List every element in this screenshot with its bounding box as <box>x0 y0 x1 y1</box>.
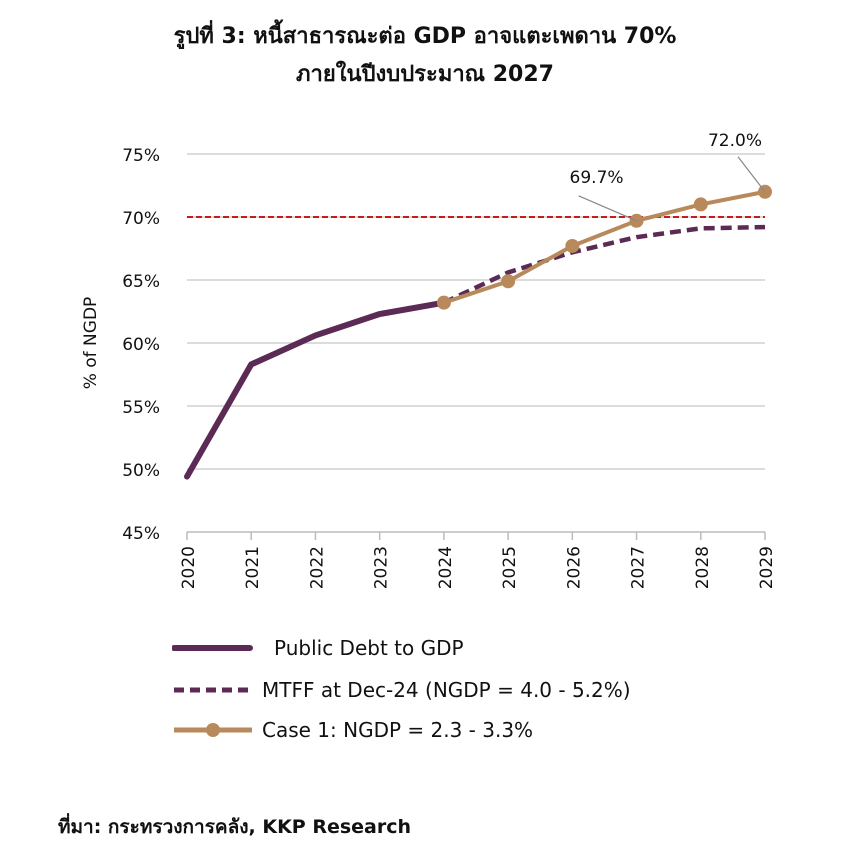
y-tick-label: 65% <box>122 272 160 292</box>
x-tick-label: 2022 <box>307 546 327 589</box>
y-axis-label: % of NGDP <box>81 297 101 390</box>
x-tick-label: 2024 <box>436 546 456 589</box>
x-tick-label: 2025 <box>500 546 520 589</box>
legend-label: MTFF at Dec-24 (NGDP = 4.0 - 5.2%) <box>262 678 631 702</box>
series-case1-line <box>443 189 766 305</box>
title-line-2: ภายในปีงบประมาณ 2027 <box>296 62 554 87</box>
series-case1-marker <box>436 295 451 310</box>
series-case1-marker <box>565 238 580 253</box>
legend-swatch-markers <box>174 723 252 737</box>
annotation-leader <box>737 156 766 193</box>
series-case1-marker <box>693 197 708 212</box>
chart-title: รูปที่ 3: หนี้สาธารณะต่อ GDP อาจแตะเพดาน… <box>0 18 850 94</box>
legend-swatch-dashed <box>174 687 252 693</box>
source-note: ที่มา: กระทรวงการคลัง, KKP Research <box>58 816 412 838</box>
x-tick-label: 2021 <box>243 546 263 589</box>
series-case1-marker <box>501 274 516 289</box>
title-line-1: รูปที่ 3: หนี้สาธารณะต่อ GDP อาจแตะเพดาน… <box>173 24 677 49</box>
y-tick-label: 50% <box>122 461 160 481</box>
x-tick-label: 2028 <box>693 546 713 589</box>
x-tick-label: 2026 <box>564 546 584 589</box>
y-tick-label: 70% <box>122 209 160 229</box>
annotation-label: 72.0% <box>708 131 762 151</box>
y-tick-label: 75% <box>122 146 160 166</box>
series-mtff-line <box>442 224 766 305</box>
legend-swatch-solid <box>172 645 253 651</box>
x-tick-label: 2023 <box>372 546 392 589</box>
legend-item-public-debt: Public Debt to GDP <box>172 636 464 660</box>
legend-label: Case 1: NGDP = 2.3 - 3.3% <box>262 718 534 742</box>
y-tick-label: 45% <box>122 524 160 544</box>
series-public-debt-line <box>184 299 447 480</box>
line-chart: 45% 50% 55% 60% 65% 70% 75% 2020 2021 2022 2023 202… <box>81 131 777 589</box>
y-tick-label: 55% <box>122 398 160 418</box>
annotation-leader <box>578 195 637 222</box>
x-tick-label: 2029 <box>757 546 777 589</box>
legend-item-case1: Case 1: NGDP = 2.3 - 3.3% <box>172 718 533 742</box>
y-tick-label: 60% <box>122 335 160 355</box>
x-tick-label: 2020 <box>179 546 199 589</box>
x-tick-label: 2027 <box>629 546 649 589</box>
legend-item-mtff: MTFF at Dec-24 (NGDP = 4.0 - 5.2%) <box>172 678 631 702</box>
legend-label: Public Debt to GDP <box>274 636 464 660</box>
annotation-label: 69.7% <box>570 168 624 188</box>
